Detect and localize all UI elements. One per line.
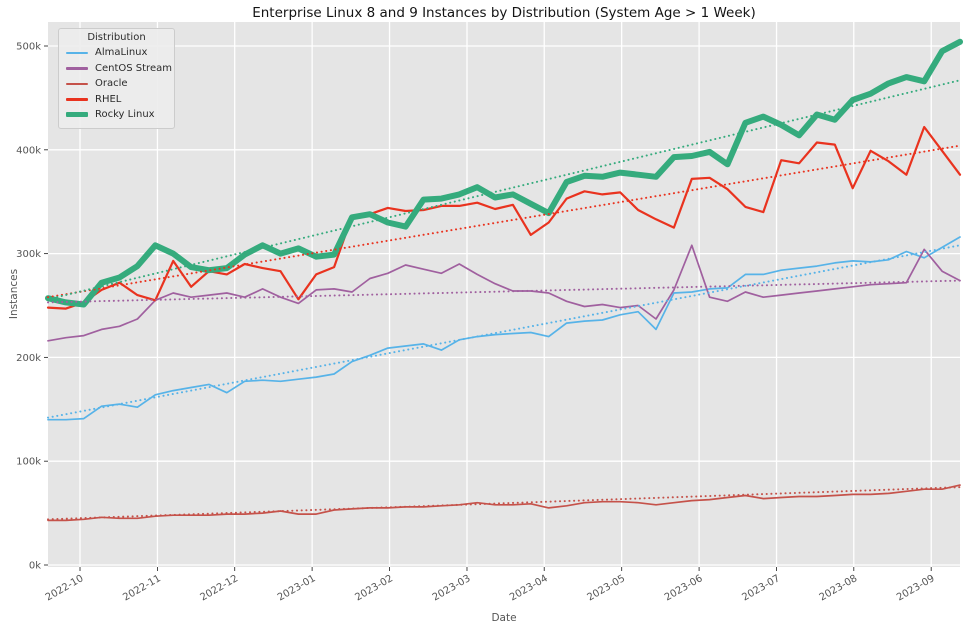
y-tick-label: 400k: [16, 145, 41, 156]
y-axis-label: Instances: [8, 268, 20, 320]
legend-swatch-almalinux: [66, 51, 88, 54]
x-tick-label: 2023-03: [431, 573, 473, 603]
legend-item-almalinux: AlmaLinux: [59, 45, 174, 61]
x-tick-label: 2023-01: [276, 573, 318, 603]
y-tick-label: 0k: [29, 561, 41, 572]
legend-label-rocky-linux: Rocky Linux: [95, 109, 155, 121]
series-line-rhel: [46, 125, 962, 310]
y-tick-label: 100k: [16, 457, 41, 468]
legend-label-rhel: RHEL: [95, 93, 122, 105]
legend-swatch-rhel: [66, 98, 88, 101]
legend-item-rhel: RHEL: [59, 92, 174, 108]
series-line-oracle: [47, 484, 961, 522]
legend-label-oracle: Oracle: [95, 78, 128, 90]
y-tick-label: 200k: [16, 353, 41, 364]
legend: Distribution AlmaLinux CentOS Stream Oracl…: [58, 28, 175, 129]
legend-title: Distribution: [87, 32, 146, 43]
x-tick-label: 2023-09: [895, 573, 937, 603]
trendline-rhel: [47, 144, 961, 299]
x-tick-label: 2023-05: [585, 573, 627, 603]
legend-swatch-rocky-linux: [66, 112, 88, 118]
x-tick-label: 2022-12: [198, 573, 240, 603]
trendline-centos-stream: [47, 279, 961, 304]
x-axis-label: Date: [491, 612, 517, 624]
legend-label-almalinux: AlmaLinux: [95, 47, 148, 59]
trendline-oracle: [47, 486, 961, 521]
x-tick-label: 2023-02: [353, 573, 395, 603]
y-tick-label: 500k: [16, 42, 41, 53]
x-tick-label: 2023-06: [663, 573, 705, 603]
x-tick-label: 2023-07: [740, 573, 782, 603]
series-line-rocky-linux: [45, 38, 963, 308]
x-tick-label: 2022-10: [44, 573, 86, 603]
chart-title: Enterprise Linux 8 and 9 Instances by Di…: [252, 5, 756, 21]
trendline-almalinux: [47, 244, 961, 419]
y-tick-label: 300k: [16, 249, 41, 260]
legend-item-centos-stream: CentOS Stream: [59, 61, 174, 77]
legend-swatch-centos-stream: [66, 67, 88, 70]
legend-swatch-oracle: [66, 82, 88, 85]
x-tick-label: 2023-08: [818, 573, 860, 603]
x-tick-label: 2022-11: [121, 573, 163, 603]
series-line-almalinux: [47, 236, 961, 421]
legend-items: AlmaLinux CentOS Stream Oracle RHEL Rocky Li…: [59, 45, 174, 123]
legend-item-oracle: Oracle: [59, 76, 174, 92]
plot-background: [48, 22, 960, 567]
legend-label-centos-stream: CentOS Stream: [95, 62, 172, 74]
legend-item-rocky-linux: Rocky Linux: [59, 107, 174, 123]
series-line-centos-stream: [47, 244, 961, 342]
x-tick-label: 2023-04: [508, 573, 550, 603]
